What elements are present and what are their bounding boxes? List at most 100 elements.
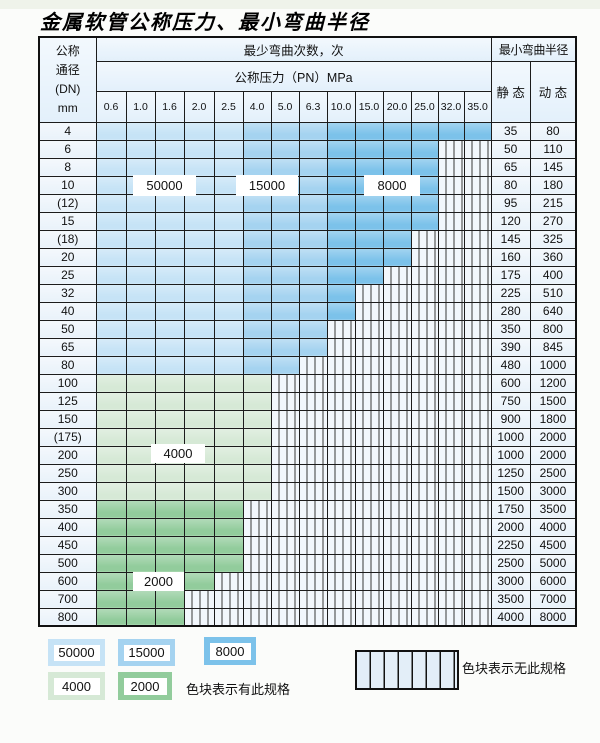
spec-cell-unavailable <box>326 571 356 591</box>
dynamic-radius-cell: 800 <box>529 319 577 339</box>
spec-cell-available <box>125 427 156 447</box>
page-title: 金属软管公称压力、最小弯曲半径 <box>40 10 370 34</box>
spec-cell-available <box>213 391 244 411</box>
table-row: (18) 145 325 <box>38 229 577 249</box>
spec-cell-unavailable <box>242 589 272 609</box>
spec-cell-unavailable <box>213 571 244 591</box>
static-radius-cell: 1500 <box>490 481 531 501</box>
spec-cell-available <box>242 211 272 231</box>
table-row: 50 350 800 <box>38 319 577 339</box>
table-row: 500 2500 5000 <box>38 553 577 573</box>
spec-cell-unavailable <box>298 481 328 501</box>
spec-cell-unavailable <box>410 337 439 357</box>
spec-cell-available <box>213 247 244 267</box>
spec-cell-available <box>298 175 328 195</box>
spec-cell-available <box>326 193 356 213</box>
dynamic-radius-cell: 3500 <box>529 499 577 519</box>
spec-cell-available <box>154 427 185 447</box>
spec-cell-unavailable <box>270 391 300 411</box>
dynamic-radius-cell: 7000 <box>529 589 577 609</box>
spec-cell-available <box>183 391 215 411</box>
spec-cell-unavailable <box>463 319 492 339</box>
spec-cell-available <box>95 355 127 375</box>
spec-cell-available <box>183 157 215 177</box>
static-radius-cell: 280 <box>490 301 531 321</box>
spec-cell-available <box>95 175 127 195</box>
pressure-tick: 2.5 <box>213 90 244 123</box>
spec-cell-available <box>213 175 244 195</box>
spec-cell-available <box>154 121 185 141</box>
spec-cell-available <box>270 139 300 159</box>
table-row: 100 600 1200 <box>38 373 577 393</box>
spec-cell-unavailable <box>410 265 439 285</box>
spec-cell-available <box>242 139 272 159</box>
static-radius-cell: 480 <box>490 355 531 375</box>
spec-cell-available <box>183 211 215 231</box>
spec-cell-unavailable <box>326 373 356 393</box>
static-radius-cell: 2000 <box>490 517 531 537</box>
spec-cell-unavailable <box>410 391 439 411</box>
spec-cell-available <box>125 373 156 393</box>
spec-cell-unavailable <box>270 607 300 627</box>
spec-cell-unavailable <box>298 607 328 627</box>
spec-cell-unavailable <box>410 319 439 339</box>
spec-cell-unavailable <box>270 481 300 501</box>
spec-cell-unavailable <box>382 445 412 465</box>
spec-cell-unavailable <box>463 589 492 609</box>
dn-cell: 100 <box>38 373 97 393</box>
spec-cell-available <box>326 157 356 177</box>
spec-cell-available <box>183 319 215 339</box>
static-header: 静 态 <box>490 60 531 123</box>
spec-cell-available <box>183 121 215 141</box>
spec-cell-unavailable <box>382 301 412 321</box>
dn-cell: 6 <box>38 139 97 159</box>
spec-cell-available <box>154 211 185 231</box>
spec-cell-unavailable <box>298 517 328 537</box>
dn-cell: 65 <box>38 337 97 357</box>
spec-cell-unavailable <box>242 535 272 555</box>
spec-cell-unavailable <box>354 337 384 357</box>
spec-cell-available <box>298 157 328 177</box>
static-radius-cell: 160 <box>490 247 531 267</box>
static-radius-cell: 2500 <box>490 553 531 573</box>
spec-cell-unavailable <box>410 283 439 303</box>
spec-cell-available <box>242 301 272 321</box>
spec-cell-unavailable <box>463 517 492 537</box>
spec-cell-available <box>95 337 127 357</box>
spec-cell-unavailable <box>410 427 439 447</box>
spec-cell-unavailable <box>410 373 439 393</box>
cycles-header: 最少弯曲次数，次 <box>95 36 492 62</box>
spec-cell-available <box>242 481 272 501</box>
spec-cell-available <box>125 229 156 249</box>
spec-cell-unavailable <box>463 409 492 429</box>
spec-cell-available <box>95 481 127 501</box>
pressure-tick: 20.0 <box>382 90 412 123</box>
table-row: 800 4000 8000 <box>38 607 577 627</box>
spec-cell-available <box>354 211 384 231</box>
spec-cell-unavailable <box>463 481 492 501</box>
spec-cell-unavailable <box>437 301 465 321</box>
dynamic-radius-cell: 1800 <box>529 409 577 429</box>
legend-label-8000: 8000 <box>209 642 251 660</box>
dynamic-radius-cell: 3000 <box>529 481 577 501</box>
dn-cell: 450 <box>38 535 97 555</box>
pressure-tick: 2.0 <box>183 90 215 123</box>
spec-cell-available <box>270 193 300 213</box>
spec-cell-unavailable <box>382 355 412 375</box>
spec-cell-unavailable <box>463 355 492 375</box>
spec-cell-unavailable <box>463 211 492 231</box>
spec-cell-available <box>298 211 328 231</box>
spec-cell-available <box>95 427 127 447</box>
spec-cell-unavailable <box>410 589 439 609</box>
legend-block-15000: 15000 <box>118 639 175 666</box>
dn-cell: 500 <box>38 553 97 573</box>
spec-cell-available <box>95 301 127 321</box>
spec-cell-unavailable <box>463 445 492 465</box>
spec-cell-unavailable <box>242 553 272 573</box>
spec-cell-available <box>154 337 185 357</box>
spec-cell-available <box>95 139 127 159</box>
spec-cell-unavailable <box>270 517 300 537</box>
spec-cell-available <box>154 283 185 303</box>
spec-cell-unavailable <box>437 319 465 339</box>
spec-cell-available <box>213 139 244 159</box>
